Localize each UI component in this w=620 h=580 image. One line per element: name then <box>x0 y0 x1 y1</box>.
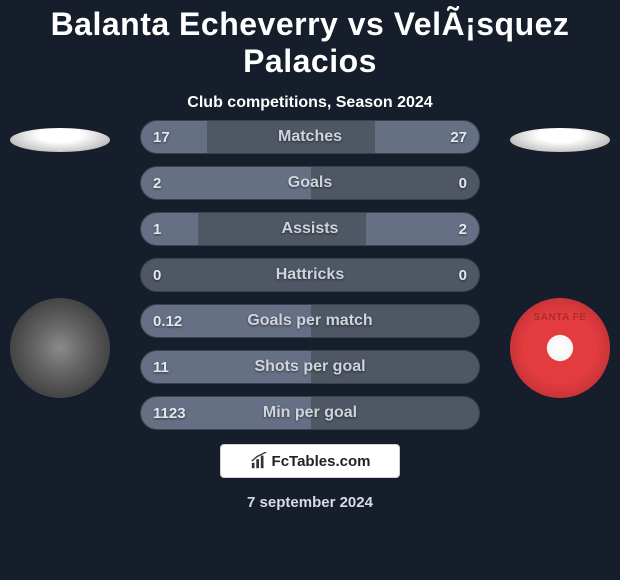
stat-row: 1123Min per goal <box>140 396 480 430</box>
comparison-date: 7 september 2024 <box>0 494 620 511</box>
stat-label: Goals <box>141 167 479 199</box>
comparison-title: Balanta Echeverry vs VelÃ¡squez Palacios <box>0 0 620 80</box>
stats-bars: 1727Matches 20Goals 12Assists 00Hattricks 0.… <box>0 120 620 442</box>
stat-label: Matches <box>141 121 479 153</box>
stat-label: Min per goal <box>141 397 479 429</box>
stat-row: 1727Matches <box>140 120 480 154</box>
stat-row: 20Goals <box>140 166 480 200</box>
comparison-subtitle: Club competitions, Season 2024 <box>0 94 620 112</box>
stat-row: 0.12Goals per match <box>140 304 480 338</box>
stat-row: 12Assists <box>140 212 480 246</box>
stat-label: Goals per match <box>141 305 479 337</box>
branding-badge: FcTables.com <box>220 444 400 478</box>
branding-chart-icon <box>250 452 268 470</box>
stat-row: 00Hattricks <box>140 258 480 292</box>
stat-label: Shots per goal <box>141 351 479 383</box>
stat-label: Hattricks <box>141 259 479 291</box>
stat-label: Assists <box>141 213 479 245</box>
branding-text: FcTables.com <box>272 453 371 470</box>
stat-row: 11Shots per goal <box>140 350 480 384</box>
